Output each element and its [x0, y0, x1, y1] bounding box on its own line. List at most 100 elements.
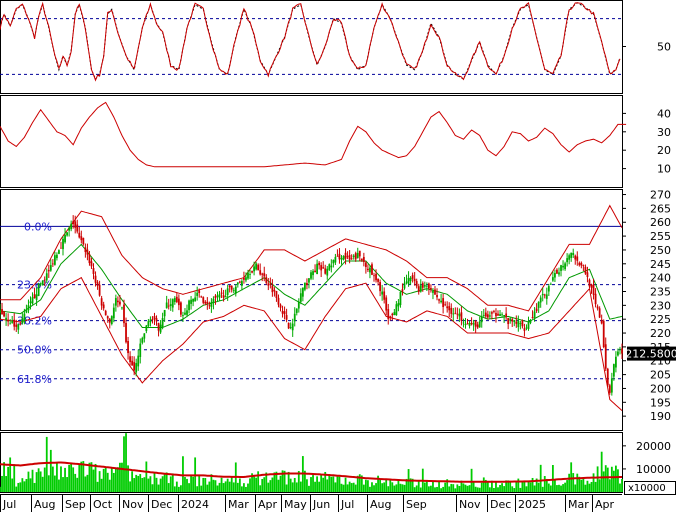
volume-bar: [452, 484, 455, 492]
volume-bar: [507, 480, 510, 492]
candle-body: [558, 272, 560, 275]
volume-bar: [131, 471, 134, 492]
candle-body: [568, 255, 571, 260]
volume-bar: [612, 470, 615, 492]
volume-bar: [104, 467, 107, 492]
volume-bar: [149, 476, 152, 492]
volume-bar: [21, 478, 24, 492]
candle-body: [352, 255, 355, 258]
adx-line: [0, 101, 627, 168]
candle-body: [78, 232, 81, 238]
candle-body: [395, 304, 398, 316]
candle-body: [15, 324, 18, 327]
x-tick-label: Dec: [490, 498, 511, 511]
candle-body: [545, 294, 548, 299]
volume-bar: [381, 483, 384, 492]
volume-bar: [379, 478, 382, 492]
volume-bar: [129, 481, 131, 492]
volume-bar: [488, 487, 491, 492]
volume-bar: [560, 485, 562, 492]
volume-bar: [19, 482, 22, 492]
volume-bar: [517, 478, 520, 492]
candle-body: [33, 294, 36, 299]
volume-bar: [308, 485, 310, 492]
candle-body: [318, 262, 321, 266]
volume-bar: [192, 476, 195, 492]
volume-bar: [515, 482, 518, 492]
candle-body: [387, 309, 390, 319]
volume-bar: [222, 483, 225, 492]
volume-bar: [3, 462, 5, 492]
volume-bar: [596, 466, 599, 492]
candle-body: [615, 356, 617, 368]
candle-body: [253, 266, 255, 272]
volume-bar: [383, 482, 386, 492]
candle-body: [167, 305, 170, 307]
volume-bar: [295, 482, 298, 492]
candle-body: [399, 291, 402, 305]
volume-bar: [145, 461, 148, 492]
volume-bar: [472, 481, 475, 492]
volume-bar: [27, 471, 30, 492]
candle-body: [283, 311, 286, 315]
candle-body: [547, 286, 550, 292]
volume-bar: [621, 478, 623, 492]
candle-body: [281, 311, 284, 314]
volume-bar: [216, 485, 219, 492]
candle-body: [214, 295, 217, 299]
volume-bar: [584, 484, 587, 492]
candle-body: [192, 298, 195, 302]
candle-body: [369, 267, 371, 273]
volume-bar: [533, 485, 536, 492]
volume-bar: [106, 472, 109, 492]
volume-bar: [312, 475, 314, 492]
candle-body: [285, 315, 288, 320]
volume-bar: [434, 487, 436, 492]
candle-body: [354, 253, 357, 260]
candle-body: [600, 319, 603, 324]
candle-body: [580, 262, 583, 266]
candle-body: [247, 272, 249, 279]
volume-bar: [45, 436, 48, 492]
candle-body: [389, 316, 392, 318]
volume-bar: [155, 477, 158, 492]
volume-bar: [493, 487, 495, 492]
candle-body: [94, 275, 97, 283]
volume-bar: [419, 487, 422, 492]
candle-body: [51, 263, 54, 265]
volume-bar: [283, 470, 286, 492]
volume-bar: [545, 478, 548, 492]
candle-body: [466, 323, 469, 325]
volume-bar: [464, 484, 467, 492]
volume-bar: [425, 480, 428, 492]
volume-bar: [202, 477, 205, 492]
volume-bar: [281, 470, 284, 492]
candle-body: [419, 285, 422, 292]
stochastic-k-line: [0, 1, 621, 82]
volume-bar: [98, 471, 101, 492]
volume-bar: [411, 478, 414, 492]
candle-body: [123, 304, 125, 324]
volume-bar: [572, 473, 575, 492]
candle-body: [444, 304, 447, 306]
candle-body: [66, 232, 68, 236]
volume-bar: [188, 483, 190, 492]
candle-body: [238, 281, 241, 283]
volume-bar: [92, 469, 95, 492]
volume-bar: [454, 488, 457, 492]
volume-bar: [277, 479, 280, 492]
candle-body: [163, 310, 166, 317]
x-tick-label: Aug: [34, 498, 55, 511]
volume-bar: [108, 479, 111, 492]
candle-body: [90, 261, 93, 267]
candle-body: [562, 265, 564, 268]
volume-bar: [9, 457, 12, 492]
volume-frame: [0, 432, 623, 493]
candle-body: [346, 256, 349, 258]
volume-bar: [141, 478, 144, 492]
candle-body: [202, 297, 205, 303]
candle-body: [31, 297, 34, 304]
volume-bar: [442, 486, 445, 492]
candle-body: [169, 304, 172, 307]
